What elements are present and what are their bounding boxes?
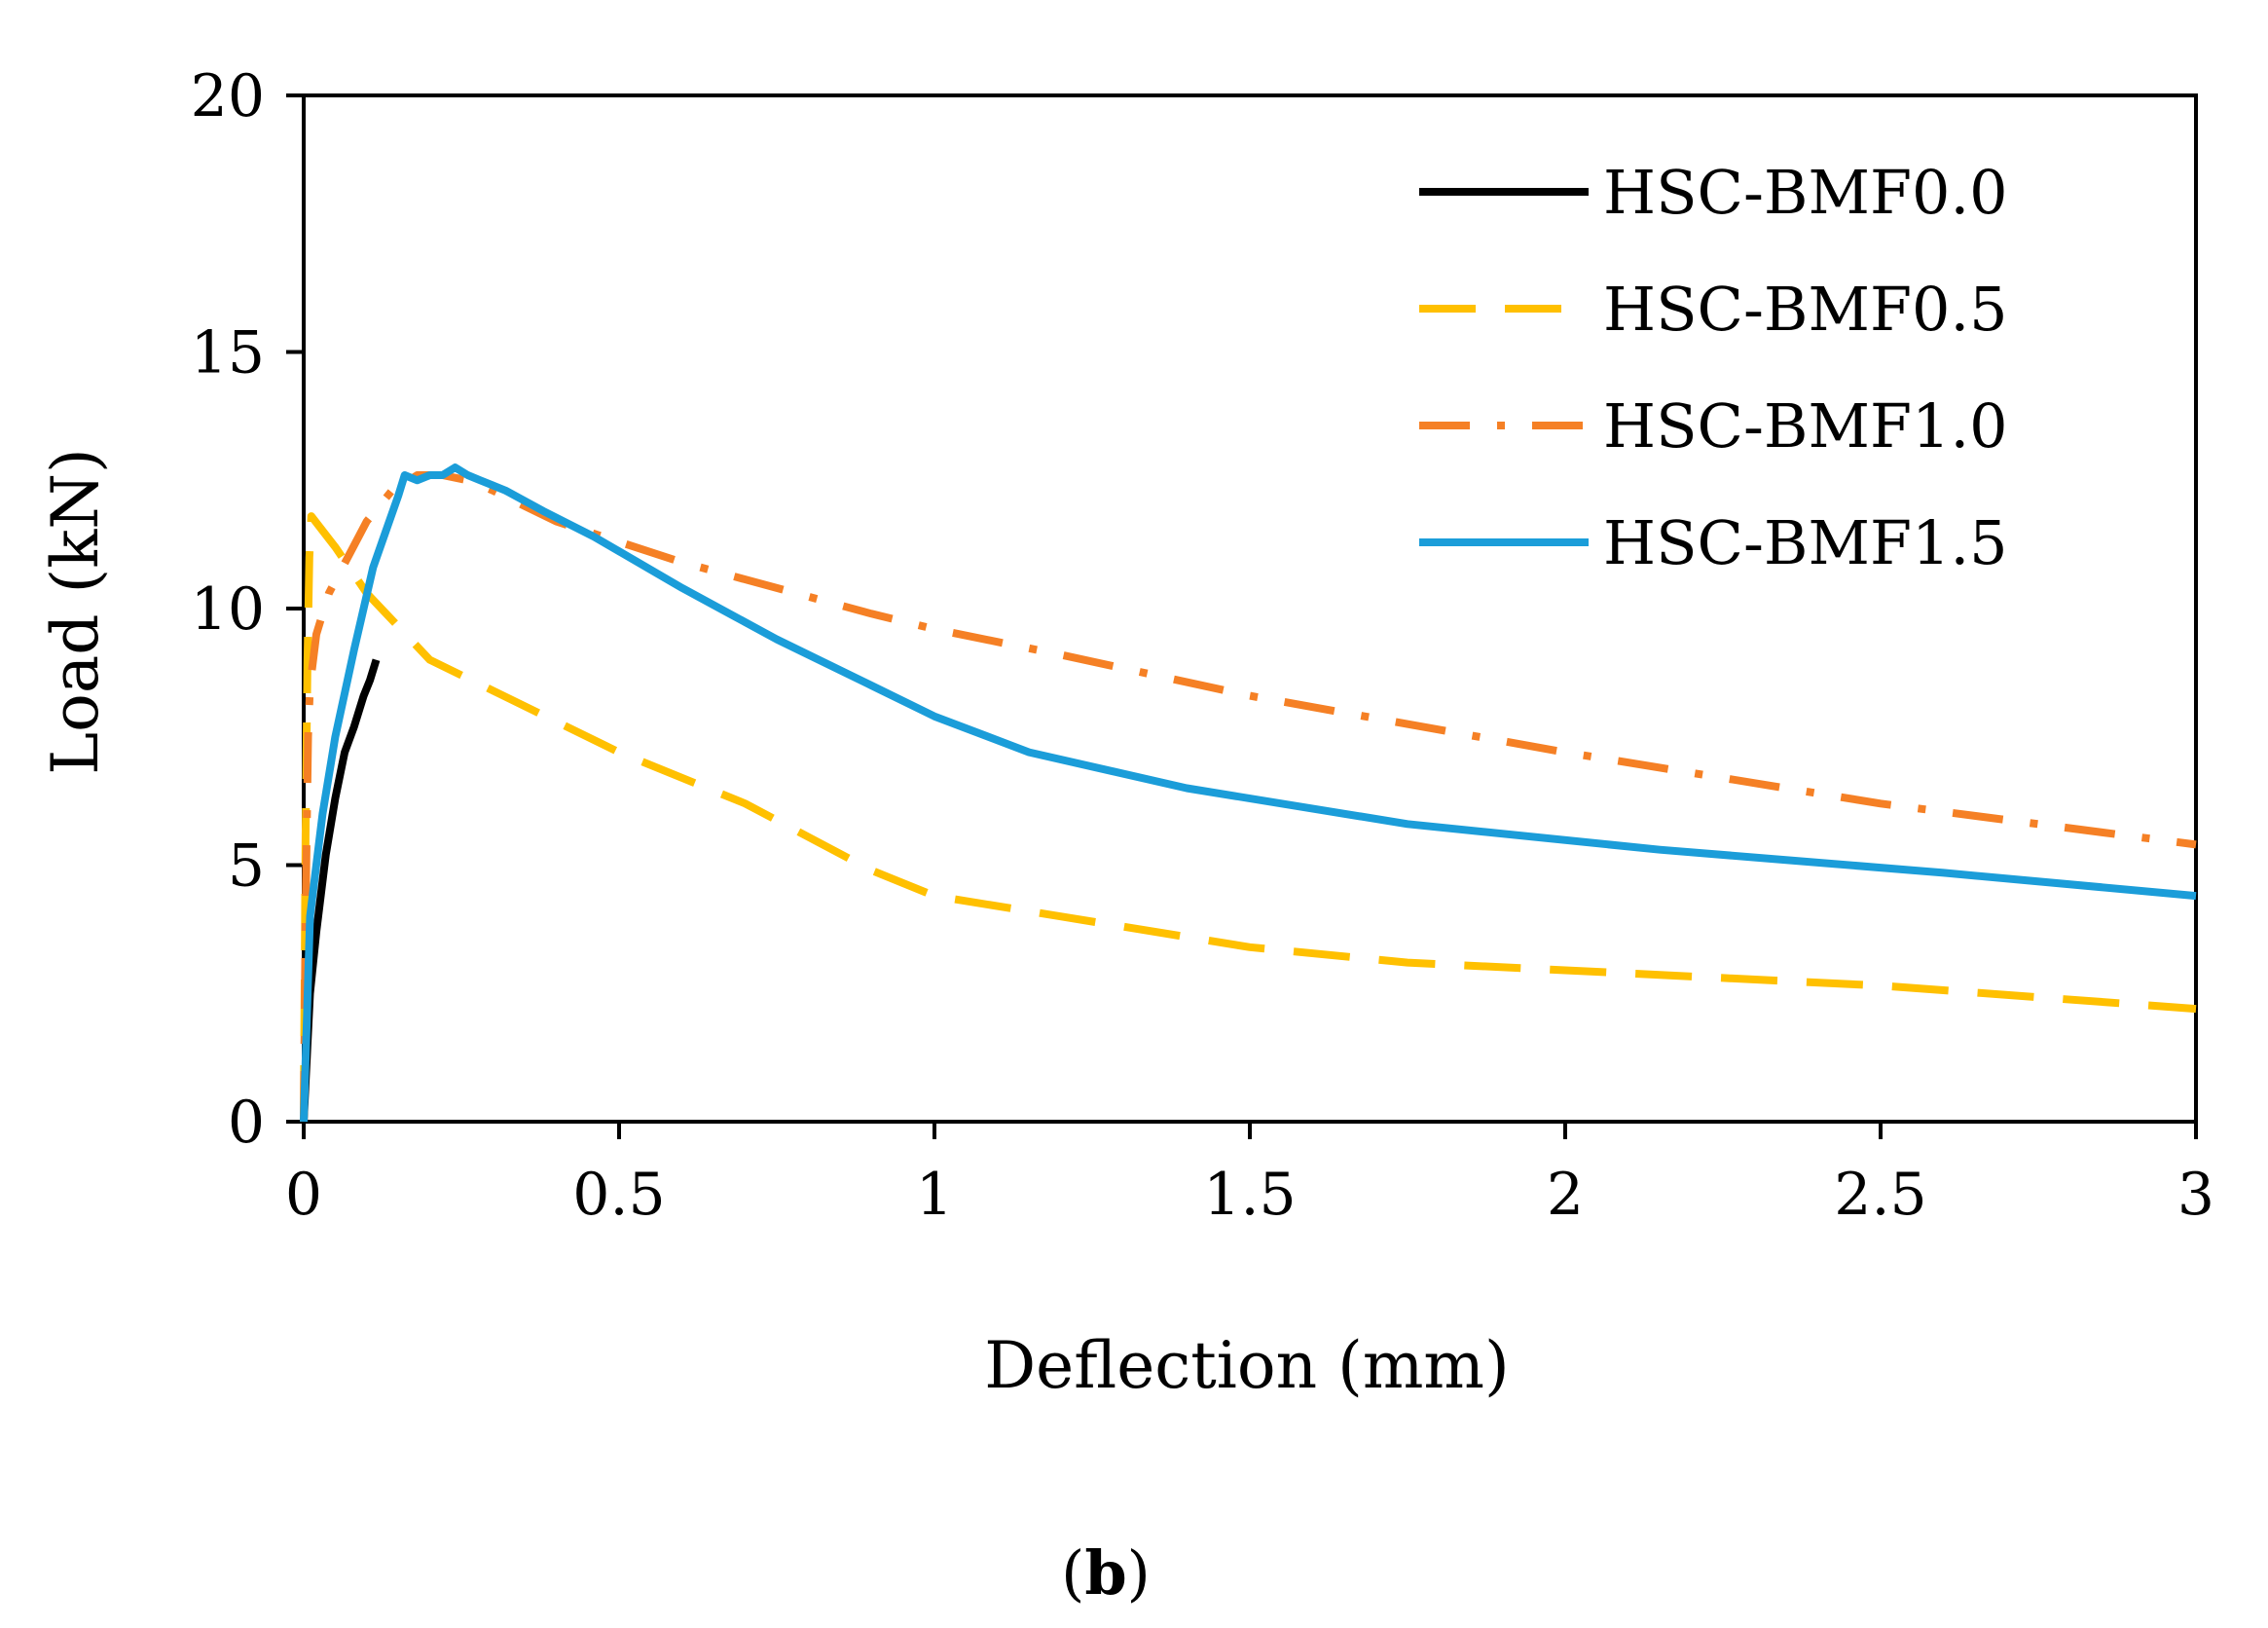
plot-border	[302, 93, 2198, 1124]
series-line-hsc-bmf0-0	[300, 658, 381, 1123]
y-tick-label: 0	[228, 1089, 265, 1157]
x-tick-label: 3	[2177, 1161, 2214, 1229]
series-line-hsc-bmf1-5	[300, 463, 2197, 1123]
subfigure-close-paren: )	[1127, 1537, 1151, 1609]
y-axis-title: Load (kN)	[38, 448, 113, 774]
legend-label: HSC-BMF0.5	[1603, 274, 2008, 345]
x-tick-label: 1.5	[1203, 1161, 1296, 1229]
y-tick-label: 5	[228, 832, 265, 901]
x-tick-label: 1	[916, 1161, 953, 1229]
x-tick-label: 2.5	[1834, 1161, 1926, 1229]
series-layer	[300, 463, 2197, 1123]
plot-area	[302, 93, 2198, 1124]
legend-label: HSC-BMF0.0	[1603, 157, 2008, 228]
y-tick-label: 10	[191, 575, 265, 644]
subfigure-label: (b)	[1061, 1537, 1151, 1609]
subfigure-letter: b	[1084, 1537, 1126, 1609]
y-tick-label: 20	[191, 62, 265, 130]
legend-label: HSC-BMF1.0	[1603, 390, 2008, 462]
subfigure-open-paren: (	[1061, 1537, 1084, 1609]
x-tick-label: 0	[285, 1161, 322, 1229]
y-axis: 0 5 10 15 20	[191, 62, 304, 1157]
x-tick-label: 2	[1547, 1161, 1584, 1229]
series-line-hsc-bmf1-0	[300, 471, 2197, 1123]
legend: HSC-BMF0.0 HSC-BMF0.5 HSC-BMF1.0 HSC-BMF1.5	[1419, 157, 2008, 578]
x-axis-title: Deflection (mm)	[984, 1328, 1510, 1403]
legend-label: HSC-BMF1.5	[1603, 507, 2008, 578]
series-line-hsc-bmf0-5	[300, 512, 2197, 1123]
x-tick-label: 0.5	[572, 1161, 665, 1229]
x-axis: 0 0.5 1 1.5 2 2.5 3	[285, 1122, 2214, 1229]
y-tick-label: 15	[191, 319, 265, 388]
